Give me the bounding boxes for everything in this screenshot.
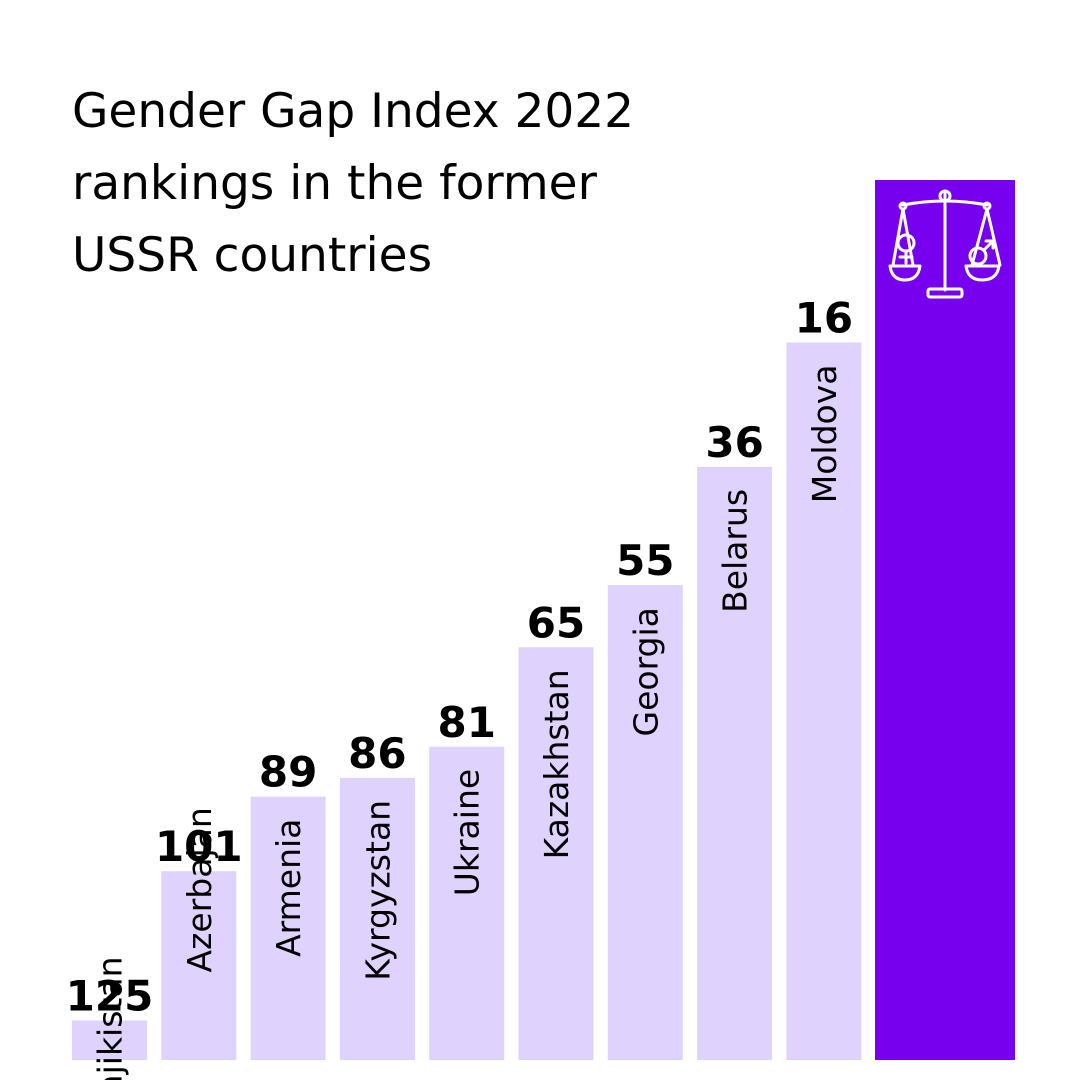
value-label-kyrgyzstan: 86: [348, 729, 406, 778]
category-label-azerbajan: Azerbajan: [180, 807, 219, 972]
bar-georgia: [607, 585, 683, 1060]
bar-kazakhstan: [518, 647, 594, 1060]
chart-title: Gender Gap Index 2022 rankings in the fo…: [72, 76, 772, 292]
bar-tajikistan: [72, 1020, 147, 1060]
value-label-ukraine: 81: [437, 698, 495, 747]
category-label-belarus: Belarus: [716, 489, 755, 613]
category-label-tajikistan: Tajikistan: [91, 957, 130, 1080]
value-label-kazakhstan: 65: [527, 598, 585, 647]
value-label-moldova: 16: [795, 294, 853, 343]
category-label-kyrgyzstan: Kyrgyzstan: [358, 800, 397, 981]
bar-armenia: [250, 796, 326, 1060]
value-label-tajikistan: 125: [66, 972, 154, 1021]
bar-azerbajan: [161, 871, 237, 1060]
category-label-armenia: Armenia: [269, 819, 308, 957]
bar-belarus: [697, 466, 773, 1060]
chart-title-line-3: USSR countries: [72, 228, 433, 283]
category-label-georgia: Georgia: [626, 607, 665, 736]
category-label-ukraine: Ukraine: [448, 769, 487, 896]
value-label-georgia: 55: [616, 536, 674, 585]
bar-kyrgyzstan: [339, 777, 415, 1060]
chart-title-line-2: rankings in the former: [72, 156, 597, 211]
scales-of-justice-gender-icon: [888, 189, 1002, 299]
category-label-kazakhstan: Kazakhstan: [537, 669, 576, 859]
bar-moldova: [786, 342, 862, 1060]
value-label-azerbajan: 101: [155, 822, 243, 871]
value-label-armenia: 89: [259, 748, 317, 797]
value-label-belarus: 36: [705, 418, 763, 467]
category-label-moldova: Moldova: [805, 365, 844, 504]
bar-ukraine: [429, 746, 505, 1060]
chart-title-line-1: Gender Gap Index 2022: [72, 84, 635, 139]
accent-bar-group: [875, 180, 1015, 1060]
accent-bar: [875, 180, 1015, 1060]
